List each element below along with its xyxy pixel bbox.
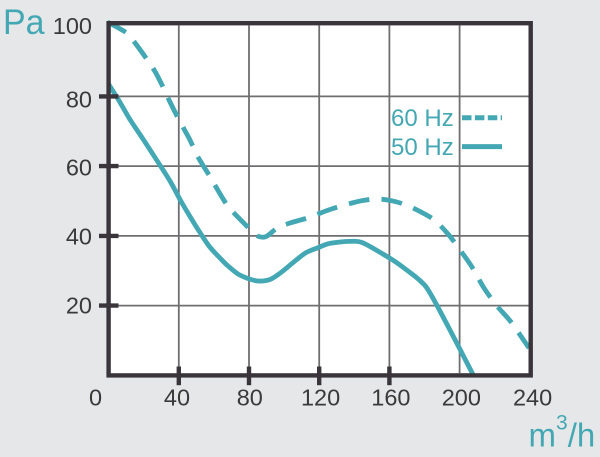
svg-text:80: 80 bbox=[66, 87, 92, 113]
svg-text:50 Hz: 50 Hz bbox=[391, 134, 454, 161]
svg-text:m3/h: m3/h bbox=[529, 412, 596, 453]
svg-text:60: 60 bbox=[66, 155, 92, 181]
svg-text:160: 160 bbox=[371, 385, 410, 411]
svg-text:60 Hz: 60 Hz bbox=[391, 105, 454, 132]
svg-text:200: 200 bbox=[442, 385, 481, 411]
svg-text:240: 240 bbox=[513, 385, 552, 411]
svg-text:0: 0 bbox=[89, 385, 102, 411]
svg-text:20: 20 bbox=[66, 293, 92, 319]
svg-text:80: 80 bbox=[237, 385, 263, 411]
svg-text:40: 40 bbox=[164, 385, 190, 411]
svg-text:100: 100 bbox=[53, 13, 92, 39]
svg-text:40: 40 bbox=[66, 224, 92, 250]
svg-text:Pa: Pa bbox=[3, 3, 45, 42]
svg-text:120: 120 bbox=[301, 385, 340, 411]
